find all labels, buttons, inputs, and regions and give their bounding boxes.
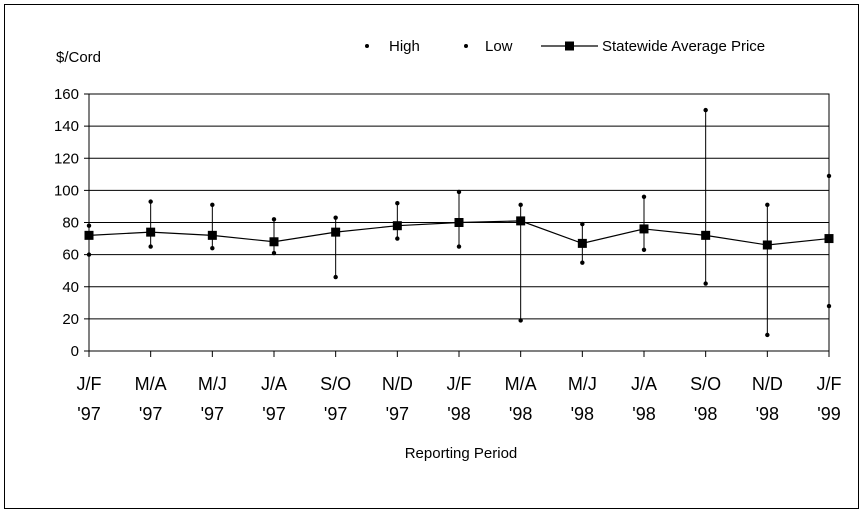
legend-average-marker [565, 41, 574, 51]
high-point [641, 194, 647, 199]
x-tick-label: '99 [817, 404, 840, 424]
high-point [148, 199, 153, 204]
legend: High Low Statewide Average Price [365, 38, 765, 55]
x-tick-label: N/D [382, 374, 413, 394]
x-tick-label: '97 [262, 404, 285, 424]
low-point [641, 247, 647, 253]
y-tick-label: 0 [71, 343, 79, 360]
x-tick-label: '97 [201, 404, 224, 424]
chart-frame [4, 4, 859, 509]
y-tick-label: 40 [62, 279, 79, 296]
low-point [333, 274, 338, 280]
average-price-point [701, 230, 711, 240]
legend-average-label: Statewide Average Price [602, 38, 765, 55]
average-price-point [331, 227, 341, 237]
average-price-point [516, 216, 526, 226]
x-tick-label: N/D [752, 374, 783, 394]
x-tick-label: M/A [135, 374, 167, 394]
legend-high-label: High [389, 38, 420, 55]
x-tick-label: '98 [756, 404, 779, 424]
high-point [395, 201, 400, 206]
low-point [271, 250, 277, 256]
high-point [765, 202, 770, 208]
high-point [86, 223, 92, 228]
x-tick-label: J/F [447, 374, 472, 394]
y-tick-label: 20 [62, 311, 79, 328]
average-price-point [824, 234, 834, 244]
x-tick-label: '98 [509, 404, 532, 424]
y-tick-label: 140 [54, 118, 79, 135]
x-tick-label: '97 [77, 404, 100, 424]
x-tick-label: J/A [261, 374, 287, 394]
average-price-point [207, 230, 217, 240]
x-tick-label: '98 [632, 404, 655, 424]
average-price-point [762, 240, 772, 250]
high-point [826, 173, 832, 179]
low-point [395, 236, 400, 241]
x-tick-label: J/F [817, 374, 842, 394]
low-point [86, 252, 92, 257]
y-axis-title: $/Cord [56, 49, 101, 66]
axes: 0 20 40 60 80 100 120 140 160 J/F '97 M/A '97 M/J '97 J… [54, 86, 842, 424]
average-price-point [269, 237, 279, 247]
low-point [210, 246, 215, 251]
x-tick-label: S/O [320, 374, 351, 394]
high-point [333, 215, 338, 220]
low-point [580, 260, 585, 265]
legend-high-marker [365, 44, 369, 48]
y-tick-label: 60 [62, 247, 79, 264]
x-axis-title: Reporting Period [405, 445, 518, 462]
x-tick-label: '97 [386, 404, 409, 424]
average-price-point [84, 230, 94, 240]
series-marks [84, 107, 834, 338]
legend-low-label: Low [485, 38, 513, 55]
y-tick-label: 160 [54, 86, 79, 103]
x-tick-label: J/F [77, 374, 102, 394]
x-tick-label: J/A [631, 374, 657, 394]
x-tick-label: '98 [694, 404, 717, 424]
high-point [456, 189, 462, 195]
x-tick-label: '98 [447, 404, 470, 424]
low-point [765, 332, 770, 338]
x-tick-label: '97 [324, 404, 347, 424]
x-tick-label: M/A [505, 374, 537, 394]
low-point [456, 244, 462, 249]
average-price-point [454, 218, 464, 227]
low-point [826, 303, 832, 309]
y-tick-label: 100 [54, 182, 79, 199]
high-point [210, 202, 215, 208]
high-point [518, 202, 523, 208]
x-tick-label: S/O [690, 374, 721, 394]
average-price-point [639, 224, 649, 234]
low-point [703, 281, 708, 286]
x-tick-label: '97 [139, 404, 162, 424]
legend-low-marker [464, 44, 468, 48]
average-price-point [146, 227, 156, 237]
y-tick-label: 80 [62, 215, 79, 232]
high-point [703, 107, 708, 113]
low-point [518, 318, 523, 323]
x-tick-label: M/J [198, 374, 227, 394]
x-tick-label: M/J [568, 374, 597, 394]
average-price-point [392, 221, 402, 231]
x-tick-label: '98 [571, 404, 594, 424]
average-price-point [577, 238, 587, 248]
y-tick-label: 120 [54, 150, 79, 167]
high-point [271, 217, 277, 222]
low-point [148, 244, 153, 249]
high-point [580, 221, 585, 227]
